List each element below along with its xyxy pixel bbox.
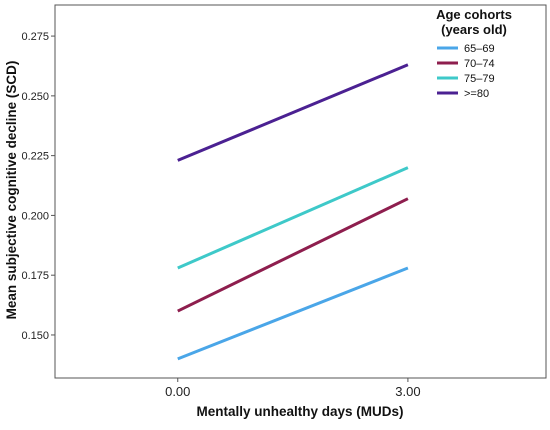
y-axis-title: Mean subjective cognitive decline (SCD) xyxy=(4,61,19,320)
x-tick-label: 3.00 xyxy=(395,384,420,399)
x-axis-ticks: 0.00 3.00 xyxy=(165,378,421,399)
x-tick-label: 0.00 xyxy=(165,384,190,399)
y-tick-label: 0.250 xyxy=(21,91,49,103)
legend-label: 65–69 xyxy=(464,43,495,55)
series-lines xyxy=(177,63,409,361)
y-axis-ticks: 0.150 0.175 0.200 0.225 0.250 0.275 xyxy=(21,31,55,342)
legend-items: 65–69 70–74 75–79 >=80 xyxy=(437,43,495,100)
plot-frame xyxy=(54,4,547,379)
legend-title-line-1: Age cohorts xyxy=(436,7,512,22)
x-axis-title: Mentally unhealthy days (MUDs) xyxy=(196,404,403,419)
legend-label: 75–79 xyxy=(464,73,495,85)
legend-title-line-2: (years old) xyxy=(441,22,507,37)
y-tick-label: 0.275 xyxy=(21,31,49,43)
y-tick-label: 0.200 xyxy=(21,210,49,222)
y-tick-label: 0.175 xyxy=(21,270,49,282)
y-tick-label: 0.150 xyxy=(21,330,49,342)
series-line xyxy=(177,63,409,162)
legend-label: >=80 xyxy=(464,88,489,100)
series-line xyxy=(177,166,409,270)
y-tick-label: 0.225 xyxy=(21,151,49,163)
series-line xyxy=(177,266,409,361)
series-line xyxy=(177,197,409,313)
legend-label: 70–74 xyxy=(464,58,495,70)
legend: Age cohorts (years old) 65–69 70–74 75–79 >… xyxy=(436,7,512,100)
